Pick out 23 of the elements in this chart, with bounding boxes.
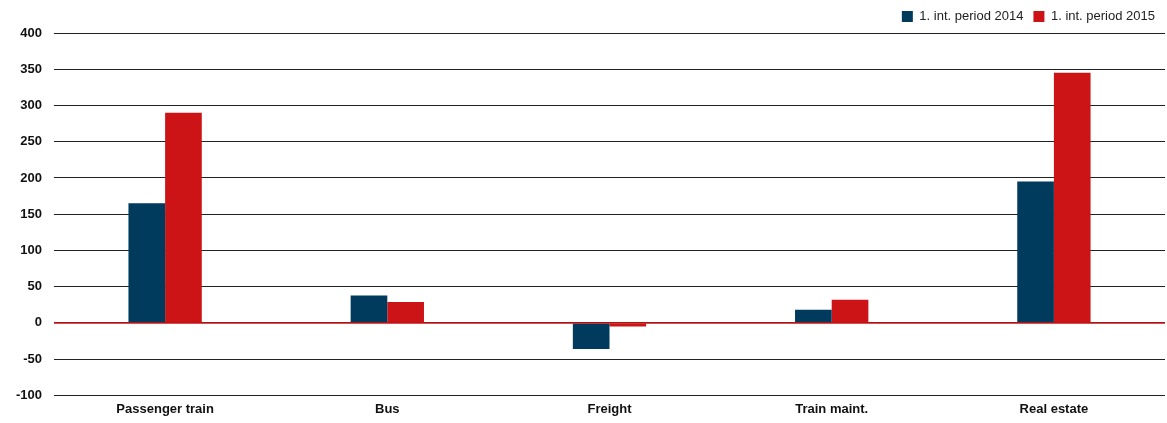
y-tick-label: 50 [27,278,43,294]
y-tick-label: -100 [15,386,43,402]
bar [350,295,388,323]
x-tick-label: Bus [375,400,400,416]
y-tick-label: 350 [20,60,43,76]
x-tick-label: Passenger train [116,400,214,416]
y-tick-label: 250 [20,133,43,149]
bar [795,309,832,323]
x-tick-label: Freight [587,400,633,416]
y-tick-label: 400 [20,24,43,40]
y-tick-label: 300 [20,97,43,113]
bar [1017,181,1054,323]
y-tick-label: 100 [20,242,43,258]
y-tick-label: 150 [20,205,43,221]
bar [128,203,166,323]
bar [572,323,610,350]
y-tick-label: -50 [23,350,43,366]
y-tick-label: 200 [20,169,43,185]
legend-label: 1. int. period 2014 [919,8,1024,24]
x-tick-label: Real estate [1019,400,1089,416]
x-tick-label: Train maint. [795,400,869,416]
y-tick-label: 0 [34,314,43,330]
legend-label: 1. int. period 2015 [1050,8,1155,24]
